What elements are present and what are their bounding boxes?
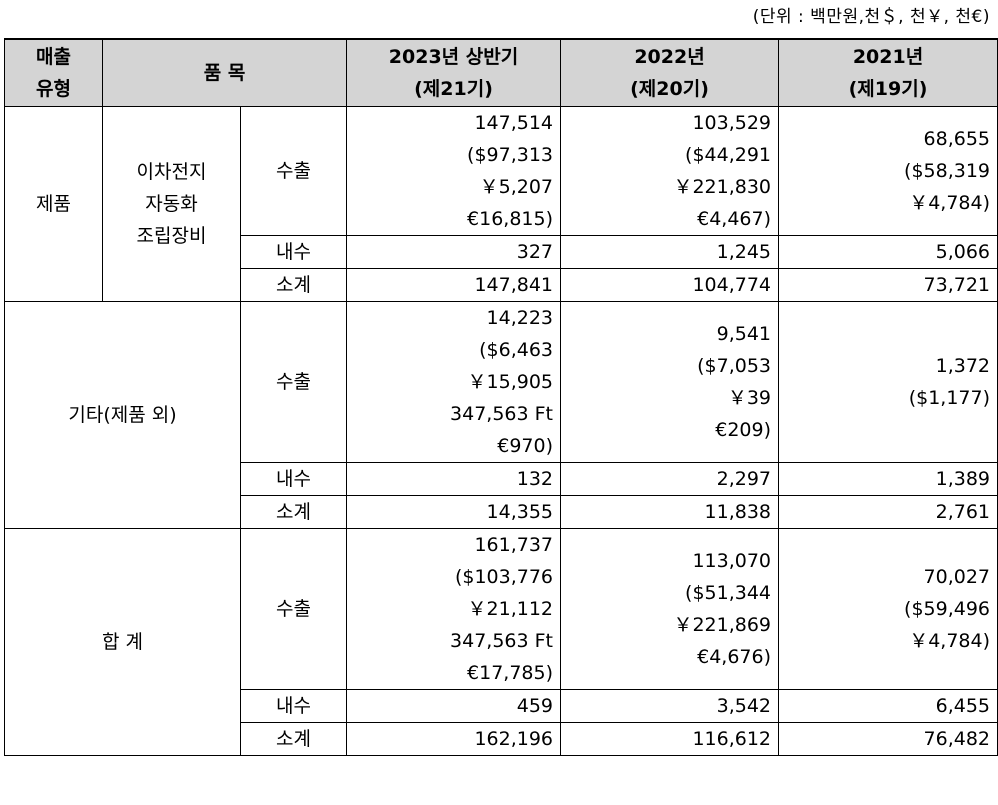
header-sales-type: 매출 유형: [4, 38, 103, 107]
value-2023-h1: 132: [346, 462, 562, 496]
value-2021: 70,027 ($59,496 ￥4,784): [778, 528, 998, 690]
value-2021: 73,721: [778, 268, 998, 302]
value-2022: 1,245: [560, 235, 780, 269]
table-row: 내수 327 1,245 5,066: [5, 235, 998, 269]
row-label: 수출: [239, 106, 348, 236]
value-2023-h1: 459: [346, 689, 562, 723]
value-2022: 104,774: [560, 268, 780, 302]
value-2022: 113,070 ($51,344 ￥221,869 €4,676): [560, 528, 780, 690]
value-2021: 6,455: [778, 689, 998, 723]
header-2021: 2021년 (제19기): [778, 38, 998, 107]
table-row: 기타(제품 외) 수출 14,223 ($6,463 ￥15,905 347,5…: [4, 301, 998, 529]
value-2023-h1: 327: [346, 235, 562, 269]
value-2021: 1,389: [778, 462, 998, 496]
table-row: 합 계 수출 161,737 ($103,776 ￥21,112 347,563…: [4, 528, 998, 756]
value-2021: 2,761: [778, 495, 998, 529]
row-label: 내수: [239, 462, 348, 496]
value-2023-h1: 162,196: [346, 722, 562, 756]
row-label: 수출: [239, 301, 348, 463]
row-label: 소계: [239, 268, 348, 302]
row-label: 내수: [239, 235, 348, 269]
value-2023-h1: 14,355: [346, 495, 562, 529]
total-label-cell: 합 계: [4, 528, 241, 756]
row-label: 수출: [239, 528, 348, 690]
value-2022: 2,297: [560, 462, 780, 496]
value-2023-h1: 147,841: [346, 268, 562, 302]
table-row: 내수 132 2,297 1,389: [5, 462, 998, 496]
value-2022: 9,541 ($7,053 ￥39 €209): [560, 301, 780, 463]
value-2022: 103,529 ($44,291 ￥221,830 €4,467): [560, 106, 780, 236]
unit-note: (단위 : 백만원,천＄, 천￥, 천€): [752, 7, 990, 27]
value-2022: 116,612: [560, 722, 780, 756]
row-label: 내수: [239, 689, 348, 723]
header-2022: 2022년 (제20기): [560, 38, 780, 107]
table-row: 제품 이차전지 자동화 조립장비 수출 147,514 ($97,313 ￥5,…: [4, 106, 998, 302]
value-2023-h1: 147,514 ($97,313 ￥5,207 €16,815): [346, 106, 562, 236]
table-row: 소계 162,196 116,612 76,482: [5, 722, 998, 756]
header-item: 품 목: [101, 38, 348, 107]
header-2023-h1: 2023년 상반기 (제21기): [346, 38, 562, 107]
row-label: 소계: [239, 495, 348, 529]
value-2021: 5,066: [778, 235, 998, 269]
table-row: 내수 459 3,542 6,455: [5, 689, 998, 723]
row-label: 소계: [239, 722, 348, 756]
value-2021: 68,655 ($58,319 ￥4,784): [778, 106, 998, 236]
item-cell: 이차전지 자동화 조립장비: [102, 106, 241, 302]
value-2022: 11,838: [560, 495, 780, 529]
value-2023-h1: 161,737 ($103,776 ￥21,112 347,563 Ft €17…: [346, 528, 562, 690]
table-row: 소계 14,355 11,838 2,761: [5, 495, 998, 529]
sales-type-cell: 기타(제품 외): [4, 301, 241, 529]
value-2021: 76,482: [778, 722, 998, 756]
sales-type-cell: 제품: [4, 106, 103, 302]
header-row: 매출 유형 품 목 2023년 상반기 (제21기) 2022년 (제20기) …: [4, 38, 998, 107]
value-2021: 1,372 ($1,177): [778, 301, 998, 463]
value-2022: 3,542: [560, 689, 780, 723]
value-2023-h1: 14,223 ($6,463 ￥15,905 347,563 Ft €970): [346, 301, 562, 463]
table-row: 소계 147,841 104,774 73,721: [5, 268, 998, 302]
sales-table: 매출 유형 품 목 2023년 상반기 (제21기) 2022년 (제20기) …: [4, 38, 998, 756]
